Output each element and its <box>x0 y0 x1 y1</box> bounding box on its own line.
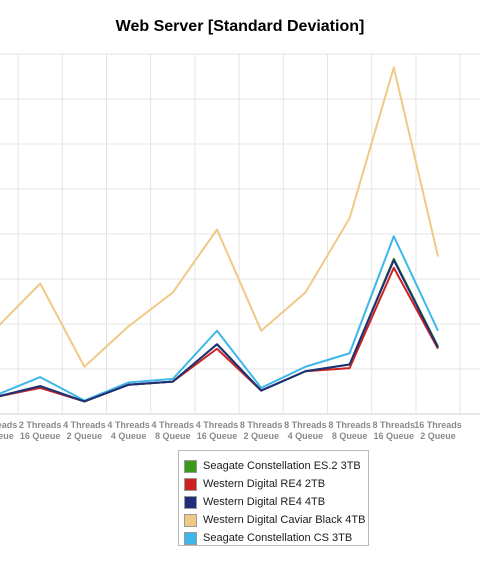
legend-swatch <box>184 513 197 527</box>
legend-label: Seagate Constellation CS 3TB <box>203 532 353 544</box>
legend-label: Western Digital Caviar Black 4TB <box>203 514 366 526</box>
legend-swatch <box>184 459 197 473</box>
legend-item[interactable]: Western Digital RE4 2TB <box>184 475 362 493</box>
x-tick-label: 8 Threads 2 Queue <box>240 420 283 441</box>
legend-item[interactable]: Western Digital Caviar Black 4TB <box>184 511 366 529</box>
chart-title: Web Server [Standard Deviation] <box>115 18 365 35</box>
x-tick-label: 2 Threads 16 Queue <box>19 420 62 441</box>
series-line <box>0 259 439 403</box>
legend-swatch <box>184 531 197 545</box>
series-line <box>0 66 439 368</box>
series-line <box>0 235 439 402</box>
x-tick-label: 8 Threads 8 Queue <box>328 420 371 441</box>
x-tick-label: 4 Threads 4 Queue <box>107 420 150 441</box>
legend-item[interactable]: Seagate Constellation ES.2 3TB <box>184 457 362 475</box>
x-tick-label: 16 Threads 2 Queue <box>414 420 462 441</box>
series-lines <box>0 66 439 403</box>
x-tick-label: 4 Threads 2 Queue <box>63 420 106 441</box>
legend-label: Western Digital RE4 2TB <box>203 478 326 490</box>
legend-swatch <box>184 477 197 491</box>
x-tick-label: 4 Threads 16 Queue <box>196 420 239 441</box>
legend-item[interactable]: Western Digital RE4 4TB <box>184 493 362 511</box>
legend-label: Western Digital RE4 4TB <box>203 496 326 508</box>
legend: Seagate Constellation ES.2 3TB Western D… <box>178 450 369 546</box>
legend-swatch <box>184 495 197 509</box>
x-tick-label: 4 Threads 8 Queue <box>152 420 195 441</box>
x-tick-label: 8 Threads 16 Queue <box>373 420 416 441</box>
legend-item[interactable]: Seagate Constellation CS 3TB <box>184 529 362 547</box>
x-tick-label: 8 Threads 4 Queue <box>284 420 327 441</box>
legend-label: Seagate Constellation ES.2 3TB <box>203 460 361 472</box>
